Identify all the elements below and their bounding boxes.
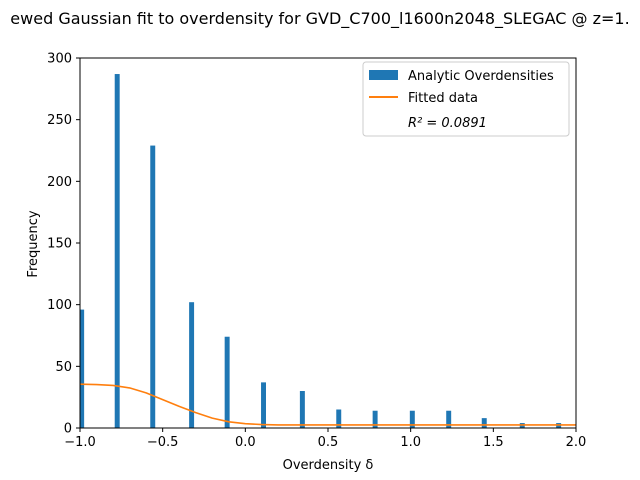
x-tick-label: 0.0 <box>235 435 256 450</box>
histogram-bar <box>299 391 305 428</box>
histogram-bar <box>446 410 452 428</box>
y-tick-label: 100 <box>47 298 72 313</box>
histogram-bar <box>224 336 230 428</box>
legend-r2-label: R² = 0.0891 <box>408 116 487 131</box>
bars-layer <box>80 74 562 429</box>
legend-frame <box>362 61 570 137</box>
axes-layer: −1.0 −0.5 0.0 0.5 1.0 1.5 2.0 0 50 100 150 200 250 30… <box>47 52 586 451</box>
legend-bars-swatch <box>369 70 398 80</box>
x-tick-label: −0.5 <box>147 435 179 450</box>
chart-title: ewed Gaussian fit to overdensity for GVD… <box>10 9 629 29</box>
x-tick-label: 1.5 <box>483 435 504 450</box>
fit-layer <box>79 383 576 426</box>
x-axis-label: Overdensity δ <box>283 458 374 473</box>
y-tick-label: 150 <box>47 237 72 252</box>
y-axis-label: Frequency <box>26 210 41 277</box>
y-tick-label: 50 <box>55 360 72 375</box>
y-tick-label: 200 <box>47 175 72 190</box>
histogram-bar <box>80 309 85 428</box>
histogram-bar <box>150 145 156 429</box>
fitted-curve <box>79 383 576 426</box>
y-tick-label: 300 <box>47 52 72 67</box>
y-tick-label: 0 <box>64 422 72 437</box>
y-tick-label: 250 <box>47 113 72 128</box>
x-tick-label: 2.0 <box>566 435 587 450</box>
histogram-bar <box>372 410 378 428</box>
x-tick-label: 0.5 <box>318 435 339 450</box>
legend-fit-label: Fitted data <box>408 91 478 106</box>
histogram-bar <box>409 410 415 428</box>
x-tick-label: 1.0 <box>400 435 421 450</box>
histogram-bar <box>189 302 195 428</box>
legend-bars-label: Analytic Overdensities <box>408 69 554 84</box>
histogram-bar <box>261 382 266 428</box>
legend: Analytic Overdensities Fitted data R² = … <box>362 61 570 137</box>
histogram-bar <box>336 409 342 428</box>
x-tick-label: −1.0 <box>64 435 96 450</box>
histogram-bar <box>114 74 120 429</box>
histogram-bar <box>481 418 487 428</box>
